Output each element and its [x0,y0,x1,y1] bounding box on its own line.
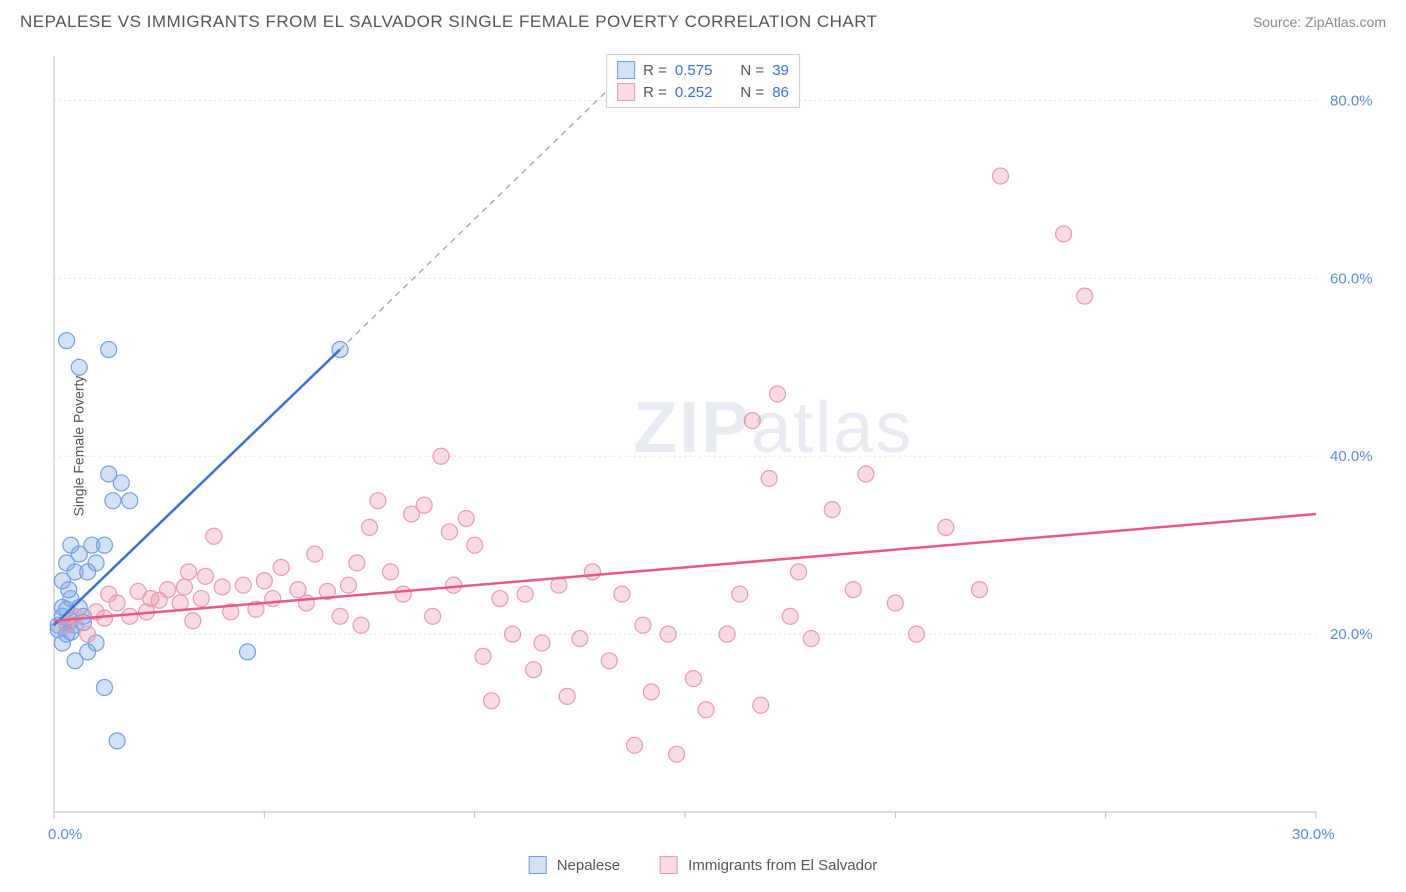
legend-r-value-1: 0.252 [675,84,713,101]
legend-label-1: Immigrants from El Salvador [688,857,877,874]
legend-swatch-series-0 [617,61,635,79]
legend-r-label: R = [643,62,667,79]
legend-correlation-box: R = 0.575 N = 39 R = 0.252 N = 86 [606,54,800,108]
legend-swatch-bottom-1 [660,856,678,874]
svg-text:60.0%: 60.0% [1330,270,1373,287]
source-label: Source: [1253,14,1301,30]
legend-row-series-0: R = 0.575 N = 39 [617,59,789,81]
legend-n-value-1: 86 [772,84,789,101]
svg-text:20.0%: 20.0% [1330,626,1373,643]
legend-r-label: R = [643,84,667,101]
legend-row-series-1: R = 0.252 N = 86 [617,81,789,103]
chart-header: NEPALESE VS IMMIGRANTS FROM EL SALVADOR … [0,0,1406,40]
legend-swatch-series-1 [617,83,635,101]
chart-title: NEPALESE VS IMMIGRANTS FROM EL SALVADOR … [20,12,878,32]
legend-n-label: N = [740,62,764,79]
svg-text:40.0%: 40.0% [1330,448,1373,465]
x-tick-label: 30.0% [1292,826,1335,843]
legend-label-0: Nepalese [557,857,620,874]
x-tick-label: 0.0% [48,826,82,843]
legend-series-names: Nepalese Immigrants from El Salvador [529,856,878,874]
legend-r-value-0: 0.575 [675,62,713,79]
scatter-plot: 20.0% 40.0% 60.0% 80.0% [48,48,1386,832]
chart-source: Source: ZipAtlas.com [1253,14,1386,30]
svg-text:80.0%: 80.0% [1330,92,1373,109]
source-value: ZipAtlas.com [1305,14,1386,30]
legend-n-label: N = [740,84,764,101]
legend-swatch-bottom-0 [529,856,547,874]
legend-n-value-0: 39 [772,62,789,79]
